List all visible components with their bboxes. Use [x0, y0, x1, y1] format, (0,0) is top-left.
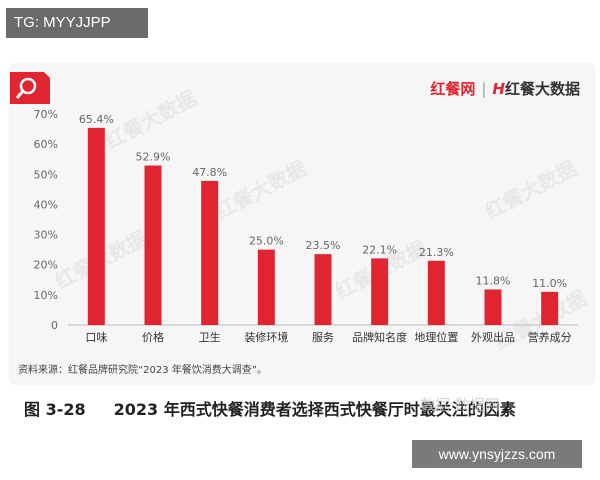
y-tick-label: 40% — [34, 198, 58, 211]
data-label: 11.0% — [532, 277, 567, 290]
tg-tag: TG: MYYJJPP — [6, 8, 148, 38]
data-label: 22.1% — [362, 243, 397, 256]
bar — [144, 165, 162, 325]
x-tick-label: 地理位置 — [414, 330, 458, 344]
bar — [427, 260, 445, 325]
x-tick-label: 价格 — [142, 330, 164, 344]
data-label: 21.3% — [419, 246, 454, 259]
search-chart-icon — [10, 72, 50, 104]
y-tick-label: 20% — [34, 259, 58, 272]
overlay-watermark: 数据·数据网 — [420, 396, 500, 414]
bar — [371, 258, 389, 325]
figure-caption: 图 3-28 2023 年西式快餐消费者选择西式快餐厅时最关注的因素 — [24, 396, 516, 420]
x-tick-label: 口味 — [85, 331, 107, 344]
y-tick-label: 60% — [34, 138, 58, 151]
data-label: 65.4% — [79, 113, 114, 126]
bar — [541, 291, 559, 325]
figure-number: 图 3-28 — [24, 400, 86, 419]
x-tick-label: 品牌知名度 — [352, 330, 407, 344]
bar — [87, 127, 105, 325]
data-label: 47.8% — [192, 166, 227, 179]
x-tick-label: 装修环境 — [244, 330, 288, 344]
x-tick-label: 卫生 — [199, 330, 221, 344]
x-tick-label: 服务 — [312, 331, 334, 344]
brand-logo: 红餐网 | H红餐大数据 — [430, 78, 580, 99]
site-tag: www.ynsyjzzs.com — [412, 440, 582, 468]
y-tick-label: 50% — [34, 168, 58, 181]
y-tick-label: 30% — [34, 229, 58, 242]
data-label: 23.5% — [306, 239, 341, 252]
brand-mark-icon: H — [492, 80, 505, 98]
bar-chart: 0 10% 20% 30% 40% 50% 60% 70% 65.4% 口味 52.9% 价格 47.8… — [34, 108, 578, 344]
data-label: 11.8% — [476, 274, 511, 287]
figure-title: 2023 年西式快餐消费者选择西式快餐厅时最关注的因素 — [113, 400, 516, 419]
chart-card: 红餐大数据 红餐大数据 红餐大数据 红餐大数据 红餐大数据 红餐大数据 红餐网|… — [10, 64, 594, 384]
y-tick-label: 10% — [34, 289, 58, 302]
y-tick-label: 70% — [34, 108, 58, 121]
brand-sub-name: 红餐大数据 — [504, 80, 580, 98]
bar — [484, 289, 502, 325]
brand-separator: | — [481, 80, 487, 98]
data-label: 25.0% — [249, 235, 284, 248]
brand-name: 红餐网 — [430, 80, 476, 98]
bar — [314, 254, 332, 325]
y-tick-label: 0 — [51, 319, 58, 332]
data-label: 52.9% — [136, 151, 171, 164]
source-note: 资料来源：红餐品牌研究院“2023 年餐饮消费大调查”。 — [18, 365, 267, 376]
x-tick-label: 外观出品 — [471, 330, 515, 344]
bar — [257, 249, 275, 325]
x-tick-label: 营养成分 — [528, 330, 572, 344]
bar — [201, 180, 219, 325]
